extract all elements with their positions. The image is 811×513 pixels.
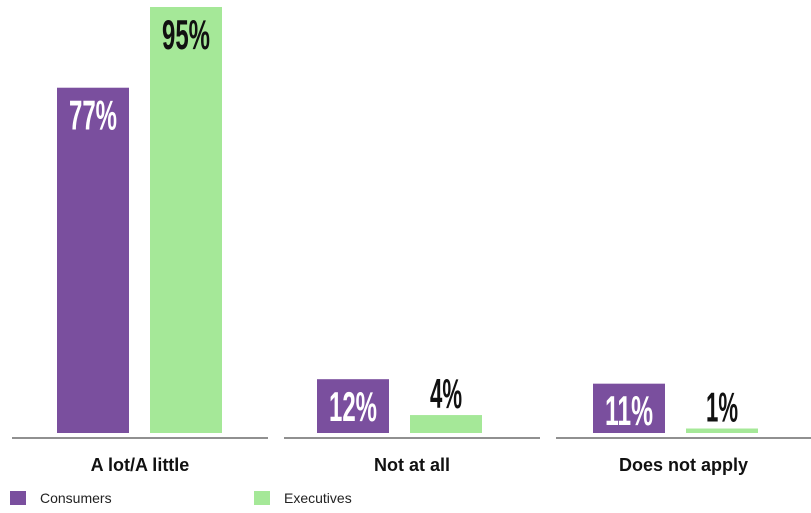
value-label-consumers-0: 77%: [69, 92, 117, 139]
legend-label-executives: Executives: [284, 490, 352, 506]
legend-item-consumers: Consumers: [10, 490, 254, 506]
category-label-1: Not at all: [374, 455, 450, 475]
legend-swatch-consumers: [10, 491, 26, 505]
category-label-0: A lot/A little: [91, 455, 190, 475]
bar-consumers-1: [317, 379, 389, 433]
bar-consumers-2: [593, 383, 665, 433]
legend-swatch-executives: [254, 491, 270, 505]
value-label-executives-2: 1%: [706, 384, 738, 431]
bar-executives-2: [686, 428, 758, 433]
legend: Consumers Executives: [10, 490, 352, 506]
category-labels-group: A lot/A little Not at all Does not apply: [91, 455, 748, 475]
bar-executives-0: [150, 7, 222, 433]
bar-consumers-0: [57, 87, 129, 433]
value-label-consumers-2: 11%: [605, 387, 653, 434]
category-label-2: Does not apply: [619, 455, 748, 475]
value-labels-group: 77% 95% 12% 4% 11% 1%: [69, 11, 738, 434]
legend-item-executives: Executives: [254, 490, 352, 506]
bar-chart: 77% 95% 12% 4% 11% 1% A lot/A little Not at al…: [12, 7, 811, 475]
bars-group: [57, 7, 758, 433]
bar-executives-1: [410, 415, 482, 433]
value-label-executives-0: 95%: [162, 11, 210, 58]
value-label-executives-1: 4%: [430, 370, 462, 417]
value-label-consumers-1: 12%: [329, 383, 377, 430]
legend-label-consumers: Consumers: [40, 490, 112, 506]
